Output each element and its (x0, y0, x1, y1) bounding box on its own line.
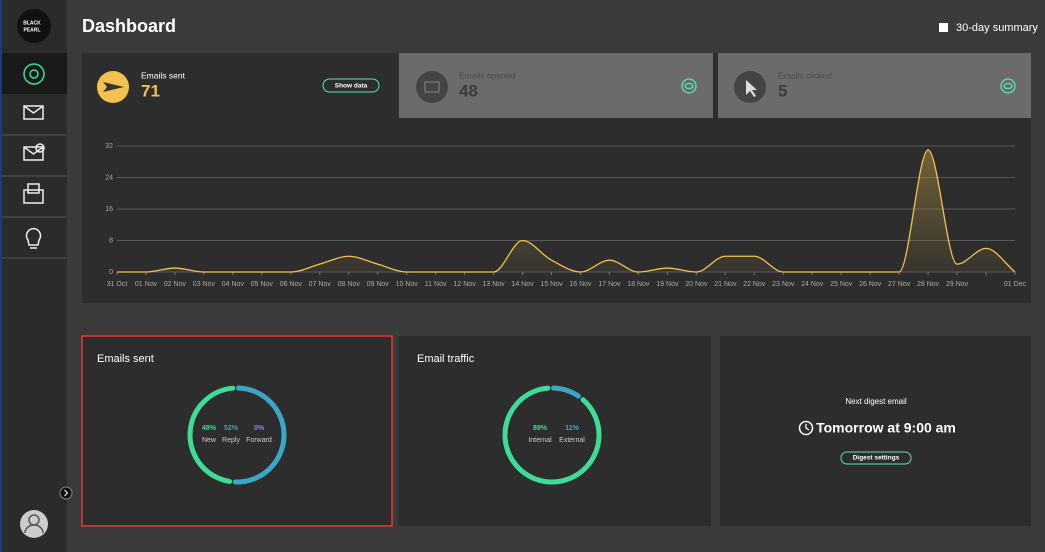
donut-name-label: Reply (222, 437, 240, 444)
button-label: Digest settings (853, 455, 900, 462)
donut-value-label: 48% (202, 425, 217, 432)
edge (0, 0, 2, 552)
digest-time: Tomorrow at 9:00 am (816, 420, 956, 436)
x-tick-label: 31 Oct (107, 281, 128, 288)
x-tick-label: 18 Nov (627, 281, 650, 288)
logo-text: BLACK (23, 20, 41, 26)
x-tick-label: 10 Nov (396, 281, 419, 288)
stat-label: Emails opened (459, 70, 516, 80)
panel-emails-sent (81, 335, 393, 527)
area (117, 149, 1015, 272)
x-tick-label: 26 Nov (859, 281, 882, 288)
panel-digest (720, 336, 1031, 526)
x-tick-label: 15 Nov (540, 281, 563, 288)
stat-value: 71 (141, 81, 160, 100)
stat-tab[interactable] (718, 53, 1031, 118)
stat-label: Emails sent (141, 70, 186, 80)
donut-segment (187, 385, 287, 485)
donut-name-label: External (559, 437, 585, 444)
donut-value-label: 89% (533, 425, 548, 432)
line (117, 149, 1016, 273)
nav-icons[interactable] (23, 105, 45, 249)
x-tick-label: 08 Nov (338, 281, 361, 288)
stat-value: 5 (778, 81, 787, 100)
avatar-body (24, 524, 44, 534)
open-icon (424, 81, 440, 93)
avatar[interactable] (20, 510, 48, 538)
x-tick-label: 24 Nov (801, 281, 824, 288)
x-tick-label: 05 Nov (251, 281, 274, 288)
nav-icon-dashboard (23, 63, 45, 85)
view-icons[interactable] (681, 78, 1016, 94)
x-tick-label: 19 Nov (656, 281, 679, 288)
stat-tab[interactable] (399, 53, 713, 118)
x-tick-label: 09 Nov (367, 281, 390, 288)
line-chart: 0 8 16 24 32 31 Oct 01 Nov 02 Nov 03 Nov 04 Nov 05… (105, 143, 1026, 288)
x-tick-label: 29 Nov (946, 281, 969, 288)
collapse-arrow (64, 489, 69, 497)
click-icon (746, 80, 757, 97)
x-tick-label: 12 Nov (454, 281, 477, 288)
x-tick-label: 14 Nov (511, 281, 534, 288)
page-title: Dashboard (82, 16, 176, 36)
x-tick-label: 23 Nov (772, 281, 795, 288)
y-tick-label: 32 (105, 143, 113, 150)
clock-icon (798, 420, 814, 436)
collapse-button[interactable] (59, 486, 73, 500)
x-tick-label: 07 Nov (309, 281, 332, 288)
y-tick-label: 16 (105, 206, 113, 213)
calendar-icon (939, 23, 948, 32)
x-tick-label: 25 Nov (830, 281, 853, 288)
x-tick-label: 17 Nov (598, 281, 621, 288)
x-tick-label: 22 Nov (743, 281, 766, 288)
donut-name-label: New (202, 437, 217, 444)
donut-segment (502, 385, 602, 485)
stat-value: 48 (459, 81, 478, 100)
y-tick-label: 8 (109, 237, 113, 244)
y-tick-label: 24 (105, 174, 113, 181)
tab-strip (82, 118, 1031, 123)
donuts: 48% New 52% Reply 0% Forward 89% Internal 11% Ext… (187, 385, 602, 485)
donut-name-label: Internal (528, 437, 552, 444)
nav-separators (2, 134, 67, 259)
send-icon (103, 82, 124, 92)
panel-title: Emails sent (97, 353, 154, 365)
digest-label: Next digest email (845, 397, 907, 406)
x-tick-label: 16 Nov (569, 281, 592, 288)
x-tick-label: 02 Nov (164, 281, 187, 288)
nav-item-active[interactable] (2, 53, 67, 94)
donut-segment (502, 385, 602, 485)
x-tick-label: 21 Nov (714, 281, 737, 288)
x-tick-label: 01 Nov (135, 281, 158, 288)
stat-icon (416, 71, 448, 103)
summary-label[interactable]: 30-day summary (956, 22, 1038, 34)
x-tick-label: 28 Nov (917, 281, 940, 288)
x-tick-label: 01 Dec (1004, 281, 1027, 288)
button-label: Show data (335, 83, 368, 90)
donut-name-label: Forward (246, 437, 272, 444)
donut-segment (187, 385, 287, 485)
clock-hands (805, 424, 810, 431)
panel-title: Email traffic (417, 353, 475, 365)
x-tick-label: 06 Nov (280, 281, 303, 288)
logo-text: PEARL (24, 27, 41, 33)
show-data-button[interactable] (322, 78, 380, 93)
panel-email-traffic (398, 336, 711, 526)
digest-settings-button[interactable] (840, 451, 912, 465)
x-tick-label: 27 Nov (888, 281, 911, 288)
y-tick-label: 0 (109, 269, 113, 276)
x-tick-label: 11 Nov (425, 281, 447, 288)
donut-value-label: 0% (254, 425, 265, 432)
donut-value-label: 11% (565, 425, 579, 432)
stat-label: Emails clicked (778, 70, 832, 80)
x-tick-label: 04 Nov (222, 281, 245, 288)
x-tick-label: 20 Nov (685, 281, 708, 288)
x-tick-label: 13 Nov (482, 281, 505, 288)
logo[interactable] (17, 9, 51, 43)
x-tick-label: 03 Nov (193, 281, 216, 288)
donut-value-label: 52% (224, 425, 239, 432)
